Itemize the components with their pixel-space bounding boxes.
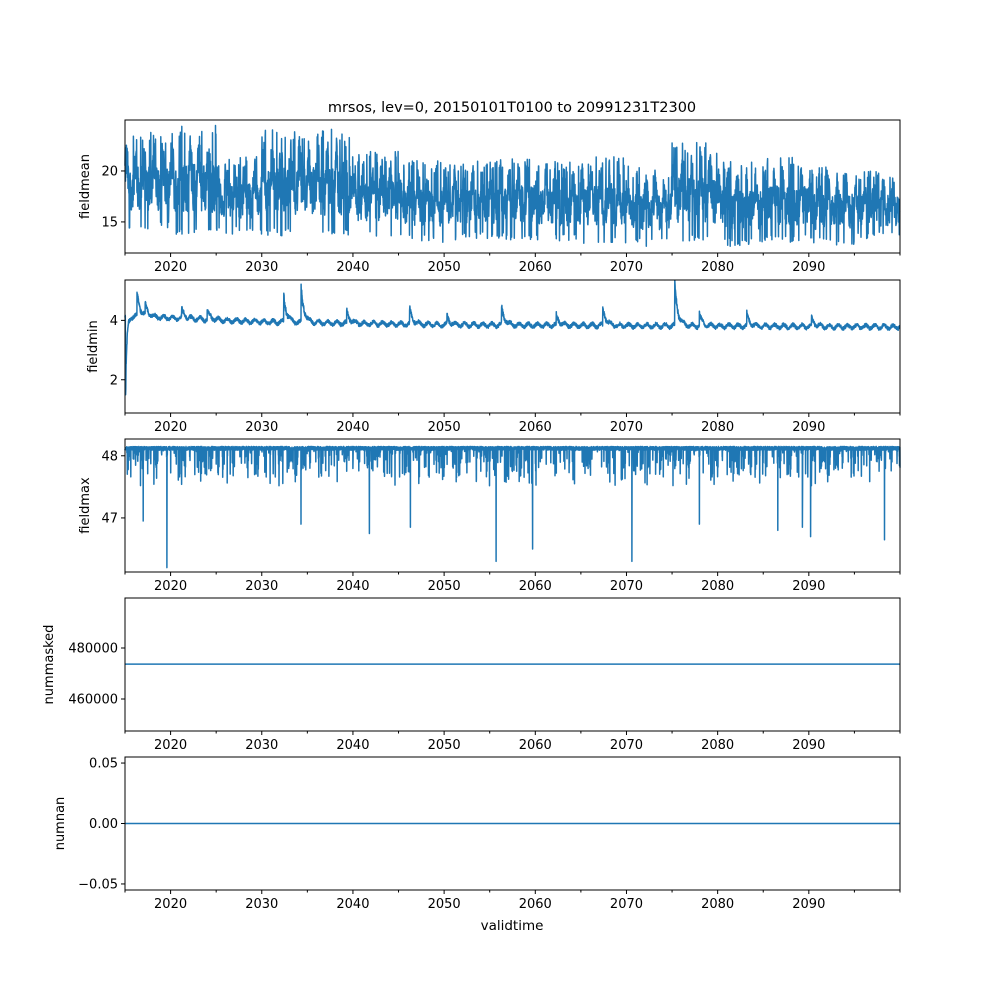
x-tick-label: 2050: [428, 420, 461, 435]
y-tick-label: 4: [110, 314, 118, 329]
x-tick-label: 2040: [336, 738, 369, 753]
y-tick-label: 2: [110, 373, 118, 388]
x-tick-label: 2030: [245, 897, 278, 912]
series-line-fieldmean: [124, 124, 901, 248]
y-tick-label: 480000: [68, 641, 118, 656]
subplot-numnan: 2020 2030 2040 2050 2060 2070 2080 2090 −0.05 0.0…: [53, 756, 901, 912]
subplot-fieldmax: 2020 2030 2040 2050 2060 2070 2080 2090 47 48 fiel…: [78, 438, 901, 594]
x-tick-label: 2060: [519, 897, 552, 912]
axes-frame: [124, 119, 901, 254]
chart-title: mrsos, lev=0, 20150101T0100 to 20991231T…: [328, 100, 696, 116]
x-tick-label: 2080: [701, 420, 734, 435]
y-tick-label: 48: [101, 449, 118, 464]
x-tick-label: 2070: [610, 738, 643, 753]
subplot-fieldmean: 2020 2030 2040 2050 2060 2070 2080 2090 15 20 fiel…: [78, 119, 901, 275]
x-tick-label: 2040: [336, 260, 369, 275]
x-tick-label: 2030: [245, 260, 278, 275]
y-tick-label: 15: [101, 215, 118, 230]
subplot-nummasked: 2020 2030 2040 2050 2060 2070 2080 2090 460000 48…: [42, 597, 901, 753]
x-tick-label: 2020: [154, 579, 187, 594]
x-tick-label: 2070: [610, 579, 643, 594]
x-tick-label: 2080: [701, 738, 734, 753]
axes-frame: [124, 279, 901, 414]
x-tick-label: 2050: [428, 897, 461, 912]
x-tick-label: 2020: [154, 260, 187, 275]
y-axis-label: fieldmax: [78, 477, 93, 534]
series-line-fieldmin: [124, 279, 901, 396]
y-tick-label: 460000: [68, 692, 118, 707]
x-tick-label: 2060: [519, 738, 552, 753]
x-tick-label: 2090: [792, 897, 825, 912]
x-tick-label: 2060: [519, 260, 552, 275]
x-tick-label: 2070: [610, 260, 643, 275]
x-tick-label: 2090: [792, 579, 825, 594]
x-tick-label: 2040: [336, 420, 369, 435]
x-tick-label: 2040: [336, 897, 369, 912]
axes-frame: [124, 438, 901, 573]
y-axis-label: numnan: [53, 797, 68, 851]
x-tick-label: 2040: [336, 579, 369, 594]
y-axis-label: fieldmean: [78, 154, 93, 219]
x-tick-label: 2090: [792, 420, 825, 435]
subplot-fieldmin: 2020 2030 2040 2050 2060 2070 2080 2090 2 4 fieldm…: [86, 279, 901, 435]
y-tick-label: 0.05: [89, 757, 118, 772]
y-tick-label: 47: [101, 511, 118, 526]
x-tick-label: 2020: [154, 738, 187, 753]
x-tick-label: 2070: [610, 897, 643, 912]
x-tick-label: 2060: [519, 579, 552, 594]
x-tick-label: 2020: [154, 897, 187, 912]
x-tick-label: 2030: [245, 579, 278, 594]
x-tick-label: 2080: [701, 260, 734, 275]
y-axis-label: fieldmin: [86, 320, 101, 373]
x-tick-label: 2020: [154, 420, 187, 435]
x-tick-label: 2090: [792, 738, 825, 753]
y-axis-label: nummasked: [42, 625, 57, 705]
x-tick-label: 2080: [701, 579, 734, 594]
x-tick-label: 2060: [519, 420, 552, 435]
x-tick-label: 2030: [245, 738, 278, 753]
x-tick-label: 2080: [701, 897, 734, 912]
axes-frame: [124, 597, 901, 732]
x-tick-label: 2030: [245, 420, 278, 435]
y-tick-label: 0.00: [89, 817, 118, 832]
x-tick-label: 2070: [610, 420, 643, 435]
series-line-fieldmax: [124, 445, 901, 569]
x-axis-label: validtime: [481, 918, 544, 934]
y-tick-label: −0.05: [78, 877, 118, 892]
y-tick-label: 20: [101, 164, 118, 179]
x-tick-label: 2050: [428, 260, 461, 275]
x-tick-label: 2050: [428, 738, 461, 753]
x-tick-label: 2090: [792, 260, 825, 275]
x-tick-label: 2050: [428, 579, 461, 594]
